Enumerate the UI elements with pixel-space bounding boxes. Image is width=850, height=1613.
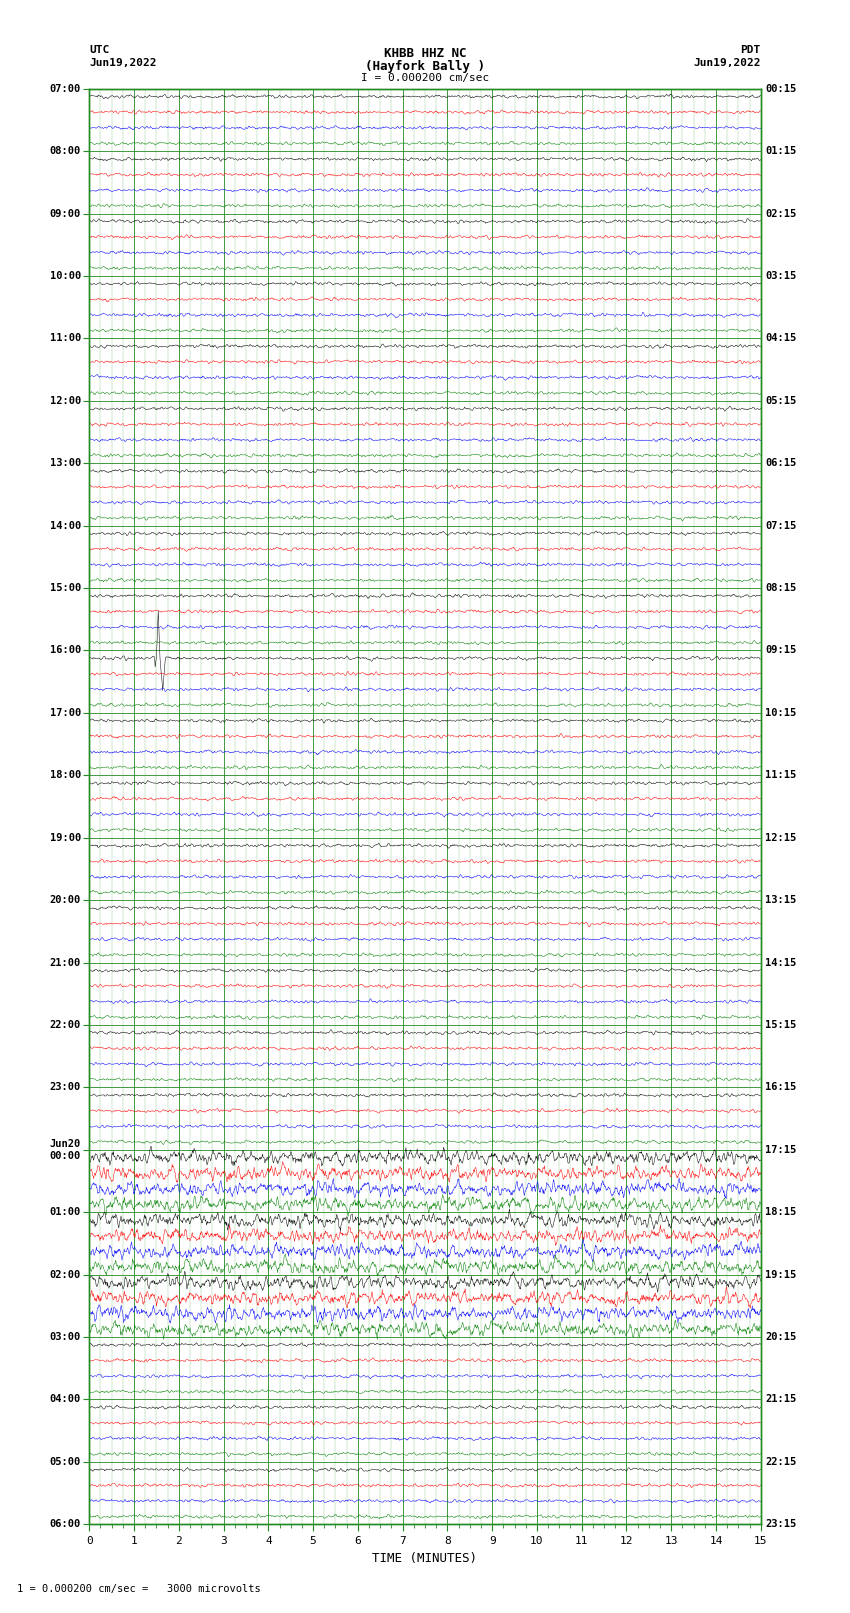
Text: UTC: UTC — [89, 45, 110, 55]
Text: Jun19,2022: Jun19,2022 — [89, 58, 156, 68]
Text: I = 0.000200 cm/sec: I = 0.000200 cm/sec — [361, 73, 489, 82]
Text: 1 = 0.000200 cm/sec =   3000 microvolts: 1 = 0.000200 cm/sec = 3000 microvolts — [17, 1584, 261, 1594]
X-axis label: TIME (MINUTES): TIME (MINUTES) — [372, 1552, 478, 1565]
Text: KHBB HHZ NC: KHBB HHZ NC — [383, 47, 467, 60]
Text: (Hayfork Bally ): (Hayfork Bally ) — [365, 60, 485, 73]
Text: PDT: PDT — [740, 45, 761, 55]
Text: Jun19,2022: Jun19,2022 — [694, 58, 761, 68]
